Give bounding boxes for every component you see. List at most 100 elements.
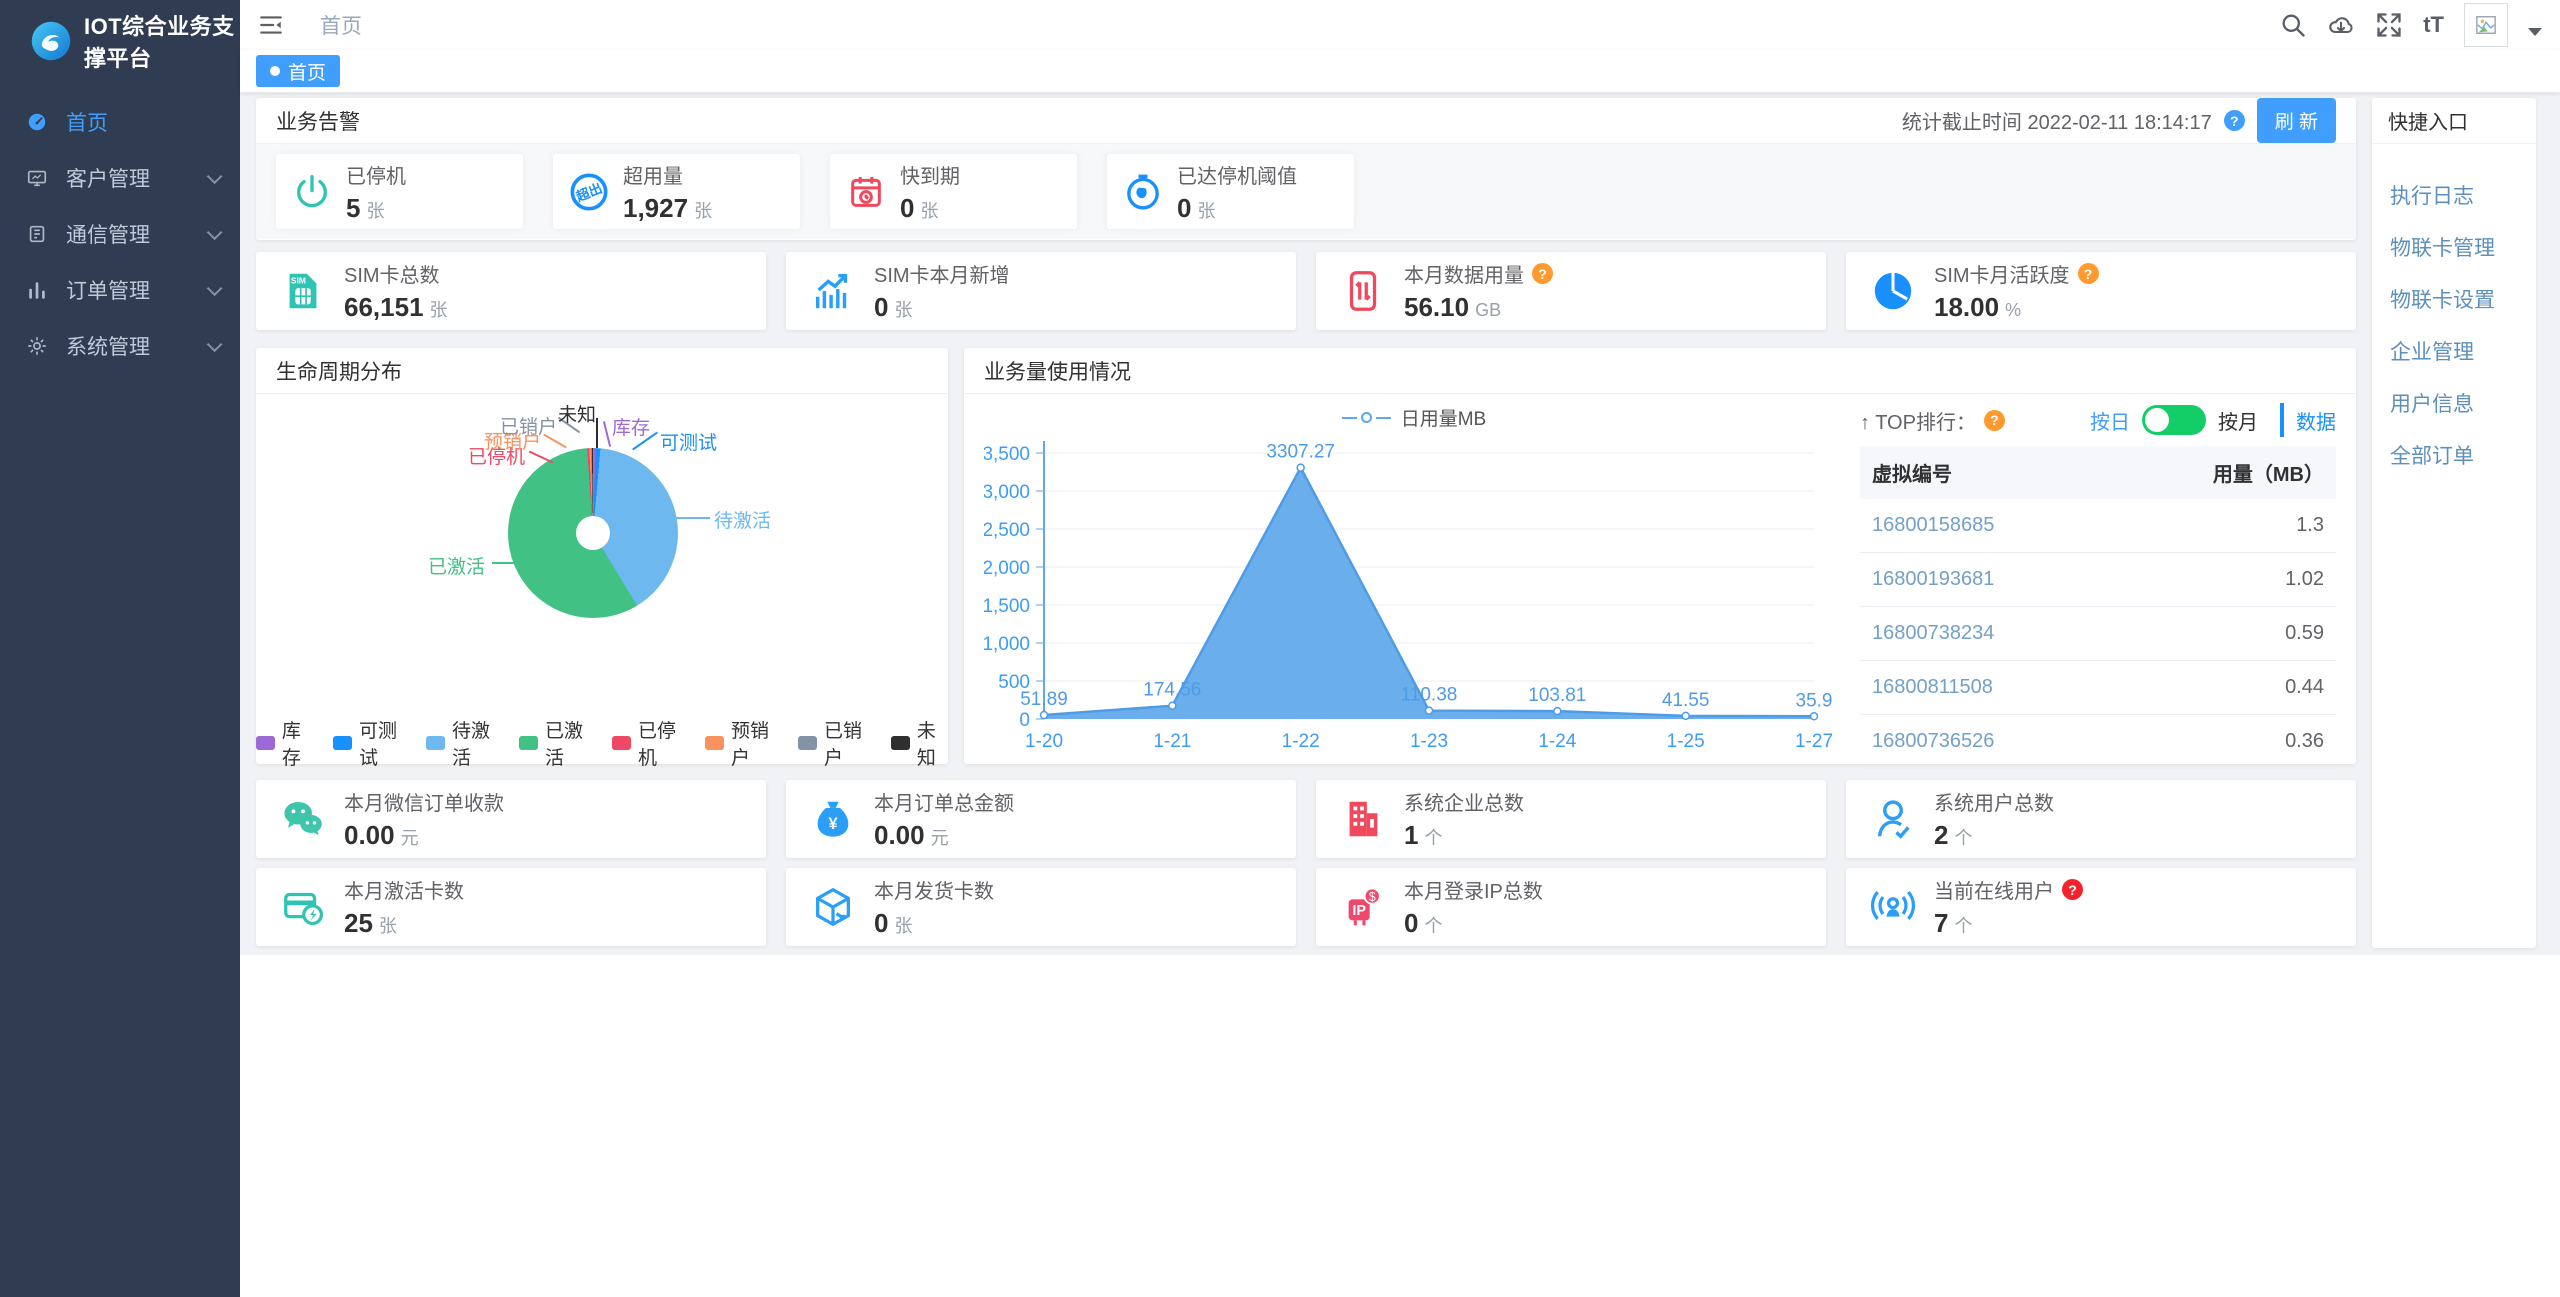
tag-home[interactable]: 首页 [256, 55, 341, 87]
sidebar-toggle-icon[interactable] [258, 12, 284, 38]
search-icon[interactable] [2279, 11, 2307, 39]
legend-item[interactable]: 待激活 [426, 716, 499, 770]
legend-item[interactable]: 已停机 [612, 716, 685, 770]
toggle-daily-label[interactable]: 按日 [2090, 411, 2130, 434]
stat-card: 本月数据用量? 56.10 GB [1316, 252, 1826, 330]
help-icon[interactable]: ? [2062, 879, 2083, 900]
monitor-icon [27, 170, 47, 187]
cloud-download-icon[interactable] [2327, 11, 2355, 39]
stat-unit: 个 [1954, 828, 1973, 848]
online-user-icon [1870, 890, 1916, 920]
help-icon[interactable]: ? [2223, 110, 2245, 131]
quick-link-user-info[interactable]: 用户信息 [2390, 393, 2474, 416]
toggle-monthly-label[interactable]: 按月 [2218, 411, 2258, 434]
stat-card: ¥ 本月订单总金额 0.00 元 [786, 780, 1296, 858]
virtual-number-link[interactable]: 16800158685 [1872, 514, 1995, 536]
quick-link-all-orders[interactable]: 全部订单 [2390, 445, 2474, 468]
day-month-toggle[interactable] [2142, 405, 2206, 435]
virtual-number-link[interactable]: 16800811508 [1872, 676, 1993, 698]
sidebar-item-label: 系统管理 [66, 336, 150, 359]
help-icon[interactable]: ? [1532, 263, 1553, 284]
stat-unit: 元 [400, 828, 419, 848]
sidebar-item-system[interactable]: 系统管理 [0, 318, 240, 374]
pie-legend: 库存 可测试 待激活 已激活 已停机 预销户 已销户 未知 [256, 716, 948, 770]
chart-legend[interactable]: 日用量MB [984, 404, 1844, 431]
table-row: 16800736526 0.36 [1860, 714, 2336, 769]
stat-card: SIM SIM卡总数 66,151 张 [256, 252, 766, 330]
virtual-number-link[interactable]: 16800736526 [1872, 730, 1995, 752]
breadcrumb[interactable]: 首页 [320, 15, 362, 38]
stat-unit: 个 [1424, 916, 1443, 936]
virtual-number-link[interactable]: 16800193681 [1872, 568, 1995, 590]
legend-item[interactable]: 库存 [256, 716, 313, 770]
stat-value: 0 [900, 192, 915, 223]
quick-link-exec-log[interactable]: 执行日志 [2390, 185, 2474, 208]
sidebar-nav: 首页 客户管理 通信管理 订单管理 [0, 94, 240, 374]
legend-item[interactable]: 未知 [890, 716, 948, 770]
stat-label: 已停机 [346, 165, 406, 188]
main-column: 业务告警 统计截止时间 2022-02-11 18:14:17 ? 刷 新 已停… [256, 98, 2356, 955]
quick-link-iot-card-mgmt[interactable]: 物联卡管理 [2390, 237, 2495, 260]
stat-label: 超用量 [623, 165, 683, 188]
svg-text:0: 0 [1019, 710, 1030, 731]
stat-label: 当前在线用户 [1934, 881, 2054, 903]
pie-callout-label: 预销户 [484, 432, 542, 453]
stat-unit: 张 [366, 200, 385, 221]
stat-unit: % [2005, 300, 2022, 320]
sidebar-item-communication[interactable]: 通信管理 [0, 206, 240, 262]
svg-text:3307.27: 3307.27 [1266, 442, 1335, 463]
legend-item[interactable]: 已激活 [519, 716, 592, 770]
svg-text:1-24: 1-24 [1538, 731, 1576, 752]
stat-label: 本月登录IP总数 [1404, 881, 1543, 903]
stat-label: 系统企业总数 [1404, 793, 1524, 815]
font-size-icon[interactable]: tT [2423, 12, 2444, 37]
legend-label: 日用量MB [1400, 409, 1487, 430]
refresh-button[interactable]: 刷 新 [2256, 98, 2336, 143]
table-row: 16800158685 1.3 [1860, 499, 2336, 553]
user-check-icon [1877, 800, 1910, 839]
legend-item[interactable]: 预销户 [704, 716, 778, 770]
stat-value: 2 [1934, 820, 1949, 850]
stat-unit: 张 [378, 916, 397, 936]
sidebar-item-orders[interactable]: 订单管理 [0, 262, 240, 318]
help-icon[interactable]: ? [1983, 409, 2005, 431]
svg-text:超出: 超出 [573, 179, 605, 204]
quick-links: 执行日志 物联卡管理 物联卡设置 企业管理 用户信息 全部订单 [2372, 144, 2536, 506]
stat-card: SIM卡月活跃度? 18.00% [1846, 252, 2356, 330]
quick-link-iot-card-settings[interactable]: 物联卡设置 [2390, 289, 2495, 312]
svg-text:110.38: 110.38 [1401, 685, 1458, 706]
svg-text:1-21: 1-21 [1153, 731, 1191, 752]
stat-value: 0 [874, 292, 889, 322]
stat-unit: 元 [930, 828, 949, 848]
help-icon[interactable]: ? [2077, 263, 2099, 284]
svg-text:500: 500 [998, 672, 1030, 693]
stat-card: 超出 超用量 1,927 张 [553, 154, 800, 229]
top-rank-section: ↑ TOP排行： ? 按日 按月 数据 虚拟编号 用量（MB） [1844, 394, 2336, 769]
fullscreen-icon[interactable] [2375, 11, 2403, 39]
business-alert-panel: 业务告警 统计截止时间 2022-02-11 18:14:17 ? 刷 新 已停… [256, 98, 2356, 240]
stat-value: 1 [1404, 820, 1419, 850]
tab-data[interactable]: 数据 [2280, 403, 2336, 437]
chevron-down-icon [206, 280, 223, 296]
top-rank-table: 虚拟编号 用量（MB） 16800158685 1.3 16800193681 1.0… [1860, 446, 2336, 769]
pie-callout-label: 待激活 [714, 511, 772, 532]
lifecycle-panel: 生命周期分布 库存 可测试 待激活 已激活 已停机 预销户 已销户 未知 库存 … [256, 348, 948, 769]
stat-value: 1,927 [623, 192, 689, 223]
legend-item[interactable]: 已销户 [797, 716, 871, 770]
panel-title: 生命周期分布 [276, 360, 402, 384]
quick-link-enterprise-mgmt[interactable]: 企业管理 [2390, 341, 2474, 364]
stat-value: 5 [346, 192, 361, 223]
legend-item[interactable]: 可测试 [333, 716, 406, 770]
caret-down-icon[interactable] [2528, 28, 2542, 36]
sidebar-item-home[interactable]: 首页 [0, 94, 240, 150]
quick-entry-panel: 快捷入口 执行日志 物联卡管理 物联卡设置 企业管理 用户信息 全部订单 [2372, 98, 2536, 948]
sidebar-item-customers[interactable]: 客户管理 [0, 150, 240, 206]
avatar[interactable] [2464, 3, 2508, 47]
virtual-number-link[interactable]: 16800738234 [1872, 622, 1995, 644]
svg-text:1,500: 1,500 [984, 596, 1030, 617]
sidebar: IOT综合业务支撑平台 首页 客户管理 通信管理 [0, 0, 240, 1297]
